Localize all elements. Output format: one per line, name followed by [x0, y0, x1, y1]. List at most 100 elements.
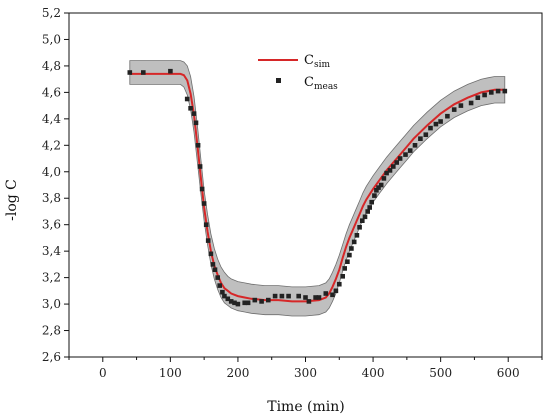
y-tick-label: 4,0	[42, 165, 61, 179]
data-point-meas	[351, 239, 357, 245]
data-point-meas	[296, 293, 301, 299]
data-point-meas	[127, 70, 133, 75]
data-point-meas	[342, 266, 347, 271]
data-point-meas	[205, 238, 211, 243]
y-tick-label: 5,2	[42, 6, 61, 20]
confidence-band-layer	[129, 60, 506, 317]
data-point-meas	[412, 143, 418, 148]
data-point-meas	[193, 120, 199, 126]
data-point-meas	[360, 218, 365, 223]
data-point-meas	[482, 92, 487, 98]
data-point-meas	[438, 119, 443, 124]
legend-meas-label: Cmeas	[304, 75, 338, 92]
data-point-meas	[316, 295, 322, 300]
data-point-meas	[208, 251, 214, 257]
data-point-meas	[191, 111, 197, 116]
data-point-meas	[458, 103, 464, 108]
data-point-meas	[313, 295, 318, 300]
data-point-meas	[403, 152, 408, 157]
data-point-meas	[272, 293, 278, 299]
data-point-meas	[141, 70, 146, 75]
data-point-meas	[374, 188, 379, 193]
data-point-meas	[451, 107, 457, 112]
data-point-meas	[228, 299, 234, 304]
y-tick-label: 3,4	[42, 244, 61, 258]
data-point-meas	[489, 90, 494, 95]
data-point-meas	[197, 164, 203, 169]
data-point-meas	[222, 293, 227, 299]
data-point-meas	[347, 252, 352, 258]
confidence-band	[129, 60, 506, 317]
data-point-meas	[195, 143, 201, 148]
data-point-meas	[210, 262, 216, 267]
data-point-meas	[188, 106, 193, 111]
data-point-meas	[378, 182, 384, 188]
data-point-meas	[357, 225, 362, 230]
y-tick-label: 4,2	[42, 138, 61, 152]
data-point-meas	[303, 295, 308, 300]
data-point-meas	[184, 96, 190, 102]
data-point-meas	[323, 291, 329, 296]
data-point-meas	[306, 299, 312, 304]
x-axis-title: Time (min)	[267, 399, 345, 415]
data-point-meas	[376, 185, 381, 190]
data-point-meas	[369, 199, 374, 205]
y-tick-label: 3,2	[42, 271, 61, 285]
data-point-meas	[433, 121, 439, 127]
y-tick-label: 5,0	[42, 32, 61, 46]
x-tick-label: 200	[226, 366, 249, 380]
data-point-meas	[245, 300, 251, 306]
data-point-meas	[232, 300, 237, 306]
data-point-meas	[495, 88, 501, 94]
y-tick-label: 2,8	[42, 324, 61, 338]
y-tick-label: 4,4	[42, 112, 61, 126]
data-point-meas	[372, 193, 377, 198]
series-line-sim	[129, 72, 505, 303]
data-point-meas	[381, 176, 387, 181]
data-point-meas	[235, 301, 241, 307]
data-point-meas	[428, 125, 433, 131]
data-point-meas	[266, 297, 271, 303]
data-point-meas	[349, 246, 354, 251]
data-point-meas	[423, 132, 429, 137]
data-point-meas	[215, 275, 220, 280]
y-tick-label: 3,0	[42, 297, 61, 311]
legend-sim-label: Csim	[304, 53, 330, 70]
data-point-meas	[475, 95, 481, 100]
data-point-meas	[367, 205, 372, 210]
legend: Csim Cmeas	[258, 53, 338, 92]
data-point-meas	[394, 160, 399, 165]
data-point-meas	[407, 148, 413, 153]
data-point-meas	[242, 300, 247, 306]
data-point-meas	[168, 68, 173, 74]
data-point-meas	[217, 283, 222, 288]
data-point-meas	[337, 281, 342, 287]
data-point-meas	[212, 267, 218, 272]
data-point-meas	[418, 136, 423, 141]
data-point-meas	[384, 170, 389, 176]
data-point-meas	[199, 186, 205, 192]
y-tick-label: 3,6	[42, 218, 61, 232]
data-point-meas	[330, 292, 335, 298]
data-point-meas	[387, 168, 393, 173]
data-point-meas	[365, 209, 370, 214]
data-point-meas	[445, 113, 450, 119]
data-point-meas	[225, 296, 231, 302]
data-point-meas	[391, 164, 396, 169]
data-point-meas	[286, 293, 291, 299]
y-axis-title: -log C	[4, 179, 20, 221]
tick-labels: 0 100 200 300 400 500 600 2,6 2,8 3,0 3,2 3,4 3,6 3,8…	[42, 6, 520, 380]
data-point-meas	[279, 293, 285, 299]
data-point-meas	[201, 201, 207, 206]
data-point-meas	[203, 222, 209, 227]
y-tick-label: 4,6	[42, 85, 61, 99]
simulated-line-layer	[129, 72, 505, 303]
data-point-meas	[252, 297, 258, 303]
data-point-meas	[259, 299, 264, 304]
data-point-meas	[354, 233, 360, 238]
data-point-meas	[397, 156, 403, 161]
x-tick-label: 400	[362, 366, 385, 380]
x-tick-label: 0	[99, 366, 107, 380]
x-tick-label: 100	[159, 366, 182, 380]
